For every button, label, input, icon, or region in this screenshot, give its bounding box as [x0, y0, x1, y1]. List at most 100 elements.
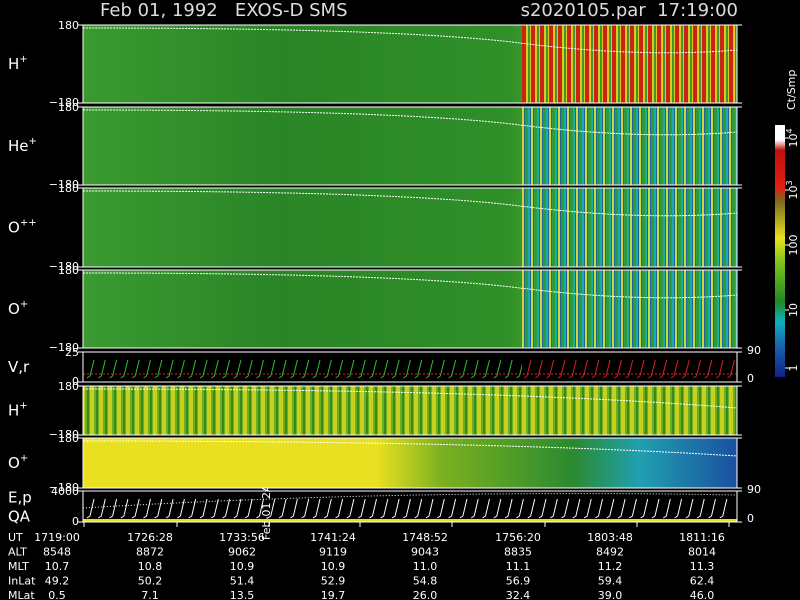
cell: 62.4 — [690, 575, 715, 588]
trace — [82, 272, 738, 299]
cell: 32.4 — [506, 589, 531, 600]
colorbar — [775, 125, 785, 377]
cell: 1726:28 — [127, 531, 173, 544]
y-tick-label: 180 — [58, 19, 79, 32]
cell: 7.1 — [141, 589, 159, 600]
cell: 51.4 — [230, 575, 255, 588]
cell: 13.5 — [230, 589, 255, 600]
cell: 54.8 — [413, 575, 438, 588]
panel-label-sup: + — [19, 54, 27, 65]
panel-label: V,r — [8, 358, 30, 376]
y-tick-label: 0 — [72, 375, 79, 388]
spectrogram — [522, 25, 737, 103]
cell: 8872 — [136, 546, 164, 559]
cell: 49.2 — [45, 575, 70, 588]
cell: 1741:24 — [310, 531, 356, 544]
cell: 8548 — [43, 546, 71, 559]
colorbar-tick-base: 10 — [787, 186, 800, 200]
y-tick-label: 180 — [58, 101, 79, 114]
panel-label-text: V,r — [8, 358, 30, 376]
cell: 19.7 — [321, 589, 346, 600]
cell: 56.9 — [506, 575, 531, 588]
cell: 10.8 — [138, 560, 163, 573]
cell: 1748:52 — [402, 531, 448, 544]
cell: 50.2 — [138, 575, 163, 588]
panel-label-sup: + — [19, 401, 27, 412]
trace — [82, 190, 738, 217]
cell: 0.5 — [48, 589, 66, 600]
cell: 39.0 — [598, 589, 623, 600]
panel-frame — [82, 385, 738, 436]
cell: 8492 — [596, 546, 624, 559]
panel-label-sup: ++ — [20, 218, 37, 229]
colorbar-tick-base: 10 — [787, 303, 800, 317]
cell: 10.7 — [45, 560, 70, 573]
cell: 9119 — [319, 546, 347, 559]
panel-label: E,p — [8, 489, 32, 507]
panel-frame — [82, 187, 738, 268]
cell: 9062 — [228, 546, 256, 559]
panel-frame — [82, 106, 738, 186]
panel-frame — [82, 269, 738, 349]
row-label: MLat — [8, 589, 35, 600]
qa-bar — [83, 519, 737, 522]
spectrogram — [83, 438, 737, 488]
panel-label: QA — [8, 508, 31, 526]
colorbar-tick-base: 10 — [787, 134, 800, 148]
cell: 59.4 — [598, 575, 623, 588]
cell: 10.9 — [230, 560, 255, 573]
y-tick-label: 0 — [72, 515, 79, 528]
cell: 1733:56 — [219, 531, 265, 544]
panel-label-text: H — [8, 402, 19, 420]
panel-label-sup: + — [20, 299, 28, 310]
mask — [522, 353, 736, 381]
y-tick-label: −180 — [49, 428, 79, 441]
y-tick-label: 4000 — [51, 485, 79, 498]
colorbar-tick-label: 104 — [785, 128, 800, 147]
y-tick-label: −180 — [49, 481, 79, 494]
cell: 11.1 — [506, 560, 531, 573]
colorbar-tick-sup: 4 — [785, 128, 794, 133]
cell: 9043 — [411, 546, 439, 559]
panel-label: H+ — [8, 54, 28, 73]
spectrogram — [522, 188, 737, 267]
trace — [523, 359, 735, 379]
trace — [82, 440, 738, 457]
panel-frame — [82, 437, 738, 489]
y-tick-label: 25 — [65, 346, 79, 359]
cell: 1719:00 — [34, 531, 80, 544]
panel-label-text: H — [8, 55, 19, 73]
spectrogram — [522, 270, 737, 348]
cell: 11.0 — [413, 560, 438, 573]
panel-label-sup: + — [29, 136, 37, 147]
cell: 52.9 — [321, 575, 346, 588]
cell: 26.0 — [413, 589, 438, 600]
row-label: InLat — [8, 575, 36, 588]
panel-label: O+ — [8, 453, 28, 472]
y2-tick-label: 0 — [747, 372, 754, 385]
panel-label-sup: + — [20, 453, 28, 464]
colorbar-title: Ct/Smp — [785, 70, 798, 110]
colorbar-tick-base: 1 — [787, 365, 800, 372]
trace — [82, 109, 738, 136]
panel-label: O++ — [8, 218, 37, 237]
colorbar-tick-label: 103 — [785, 180, 800, 199]
y-tick-label: −180 — [49, 341, 79, 354]
panel-label-text: O — [8, 219, 20, 237]
y-tick-label: 180 — [58, 380, 79, 393]
row-label: MLT — [8, 560, 29, 573]
row-label: UT — [8, 531, 23, 544]
panel-label-text: E,p — [8, 489, 32, 507]
cell: 1756:20 — [495, 531, 541, 544]
cell: 11.3 — [690, 560, 715, 573]
panel-frame — [82, 351, 738, 383]
trace — [86, 498, 728, 519]
cell: 8014 — [688, 546, 716, 559]
row-label: ALT — [8, 546, 27, 559]
trace — [82, 388, 738, 409]
panel-label-text: He — [8, 137, 29, 155]
trace — [82, 493, 738, 509]
